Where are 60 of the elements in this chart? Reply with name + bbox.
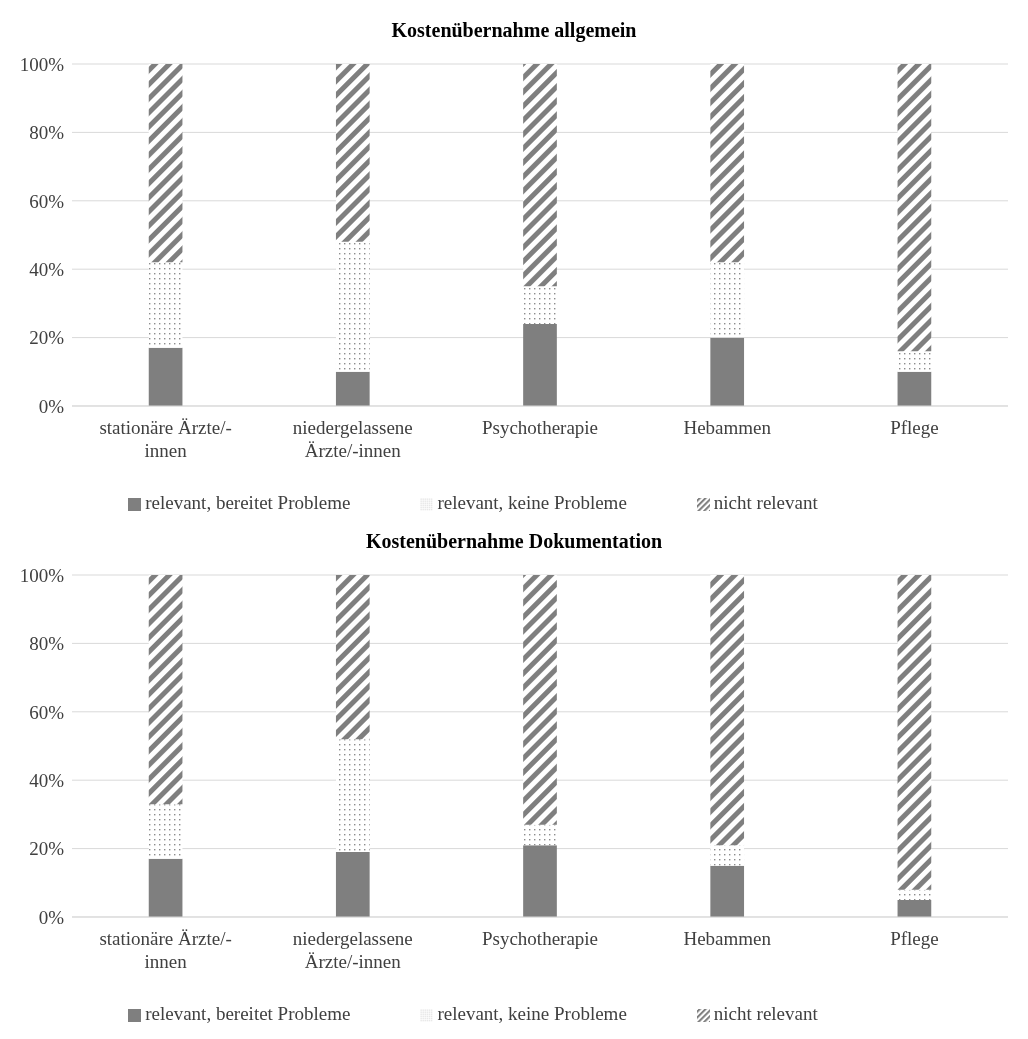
legend-label: relevant, bereitet Probleme (145, 492, 351, 513)
y-tick-label: 20% (29, 838, 65, 860)
x-tick-label: niedergelassene Ärzte/-innen (292, 928, 413, 972)
bar (148, 804, 183, 859)
x-tick-label: Psychotherapie (481, 928, 599, 949)
bar (897, 575, 932, 890)
bar (710, 845, 745, 866)
bar (335, 241, 370, 372)
bar (523, 286, 557, 324)
legend-label: nicht relevant (713, 492, 818, 513)
y-tick-label: 100% (19, 53, 65, 75)
y-tick-label: 80% (29, 633, 65, 655)
bar (148, 858, 183, 917)
legend-label: relevant, keine Probleme (437, 1003, 627, 1024)
bar (335, 852, 370, 917)
y-tick-label: 0% (38, 906, 65, 928)
bar (523, 323, 557, 406)
bar (897, 899, 932, 917)
bar (710, 337, 745, 406)
bar (710, 64, 745, 263)
x-tick-label: stationäre Ärzte/-innen (99, 928, 232, 972)
bar (335, 371, 370, 406)
legend-label: relevant, keine Probleme (437, 492, 627, 513)
x-tick-label: Pflege (890, 417, 939, 438)
legend-label: nicht relevant (713, 1003, 818, 1024)
y-tick-label: 0% (38, 395, 65, 417)
x-tick-label: Hebammen (683, 928, 772, 949)
bar (148, 262, 183, 348)
bar (710, 262, 745, 338)
y-tick-label: 60% (29, 701, 65, 723)
bar (335, 575, 370, 740)
x-tick-label: Pflege (890, 928, 939, 949)
bar (148, 347, 183, 406)
bar (148, 575, 183, 805)
bar (897, 351, 932, 372)
y-tick-label: 40% (29, 769, 65, 791)
y-tick-label: 100% (19, 564, 65, 586)
chart-title: Kostenübernahme Dokumentation (364, 529, 664, 554)
bar (897, 371, 932, 406)
bar (710, 865, 745, 917)
bar (523, 64, 557, 287)
bar (897, 889, 932, 900)
bar (710, 575, 745, 846)
x-tick-label: stationäre Ärzte/-innen (99, 417, 232, 461)
y-tick-label: 20% (29, 327, 65, 349)
bar (897, 64, 932, 352)
bar (148, 64, 183, 263)
chart-title: Kostenübernahme allgemein (390, 18, 638, 44)
y-tick-label: 80% (29, 122, 65, 144)
bar (523, 845, 557, 917)
bar (523, 824, 557, 846)
bar (335, 64, 370, 242)
bar (335, 739, 370, 853)
bar (523, 575, 557, 825)
x-tick-label: Hebammen (683, 417, 772, 438)
y-tick-label: 40% (29, 258, 65, 280)
x-tick-label: niedergelassene Ärzte/-innen (292, 417, 413, 461)
legend-label: relevant, bereitet Probleme (145, 1003, 351, 1024)
y-tick-label: 60% (29, 190, 65, 212)
x-tick-label: Psychotherapie (481, 417, 599, 438)
